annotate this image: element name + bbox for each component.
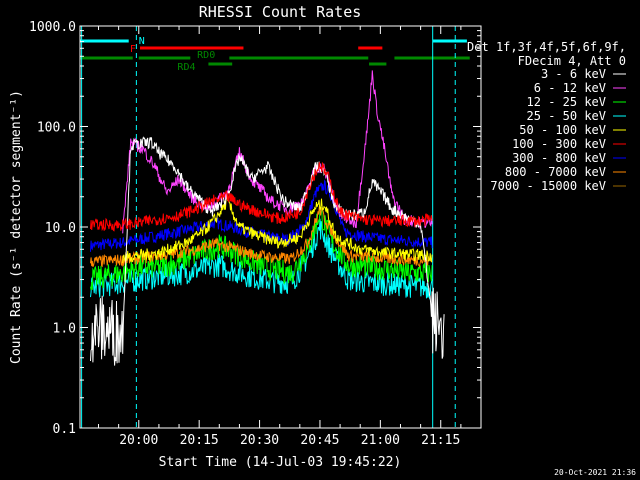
x-tick-label: 20:45 [300,433,339,448]
series-line [122,70,433,234]
y-tick-label: 1.0 [53,322,76,337]
legend-header-2: FDecim 4, Att 0 [518,54,626,68]
legend: Det 1f,3f,4f,5f,6f,9f, FDecim 4, Att 0 3… [467,40,626,193]
y-tick-label: 10.0 [45,221,76,236]
y-tick-label: 100.0 [37,121,76,136]
x-tick-label: 21:15 [421,433,460,448]
series-line [90,136,445,366]
series-line [122,195,433,264]
legend-label: 100 - 300 keV [512,137,606,151]
legend-header-1: Det 1f,3f,4f,5f,6f,9f, [467,40,626,54]
legend-label: 7000 - 15000 keV [490,179,606,193]
x-tick-label: 20:30 [240,433,279,448]
chart-title: RHESSI Count Rates [199,3,362,21]
rd4-label: RD4 [177,62,195,73]
timestamp: 20-Oct-2021 21:36 [554,468,636,477]
series-line [90,179,433,252]
legend-label: 25 - 50 keV [527,109,606,123]
series-line [90,206,433,291]
night-label: N [139,36,145,47]
x-tick-label: 21:00 [361,433,400,448]
y-axis-label: Count Rate (s⁻¹ detector segment⁻¹) [9,90,24,364]
legend-label: 6 - 12 keV [534,81,606,95]
flare-label: F [130,44,136,55]
series-line [90,218,433,301]
x-tick-label: 20:15 [180,433,219,448]
legend-label: 300 - 800 keV [512,151,606,165]
series-layer [90,70,445,366]
legend-label: 3 - 6 keV [541,67,606,81]
x-axis-label: Start Time (14-Jul-03 19:45:22) [159,455,402,470]
rd0-label: RD0 [197,50,215,61]
legend-label: 800 - 7000 keV [505,165,606,179]
x-tick-label: 20:00 [119,433,158,448]
series-line [90,162,433,232]
y-tick-label: 1000.0 [29,20,76,35]
y-tick-label: 0.1 [53,422,76,437]
x-axis: 20:00 20:15 20:30 20:45 21:00 21:15 [98,26,462,448]
y-axis: 1000.0 100.0 10.0 1.0 0.1 [29,20,481,437]
legend-label: 50 - 100 keV [519,123,606,137]
legend-label: 12 - 25 keV [527,95,606,109]
